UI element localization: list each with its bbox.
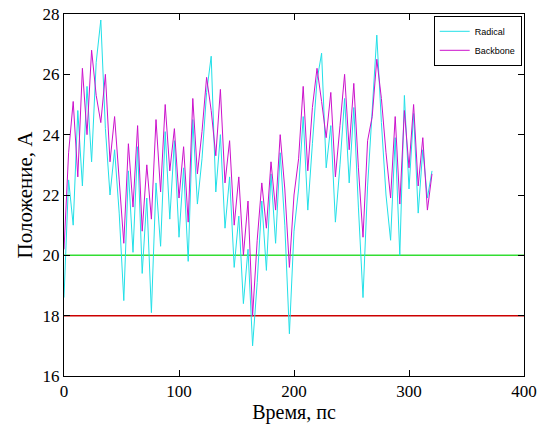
svg-text:22: 22 [43, 186, 60, 205]
svg-text:100: 100 [166, 382, 192, 401]
svg-text:400: 400 [511, 382, 537, 401]
svg-text:26: 26 [43, 65, 60, 84]
svg-text:28: 28 [43, 5, 60, 24]
svg-text:Backbone: Backbone [475, 46, 515, 56]
svg-text:24: 24 [43, 126, 61, 145]
svg-text:20: 20 [43, 246, 60, 265]
svg-text:0: 0 [60, 382, 69, 401]
svg-text:Время, пс: Время, пс [252, 401, 336, 424]
svg-text:16: 16 [43, 367, 60, 386]
svg-text:300: 300 [396, 382, 422, 401]
svg-text:Radical: Radical [475, 27, 505, 37]
svg-text:18: 18 [43, 307, 60, 326]
svg-text:200: 200 [281, 382, 307, 401]
svg-text:Положение, A: Положение, A [13, 131, 37, 259]
